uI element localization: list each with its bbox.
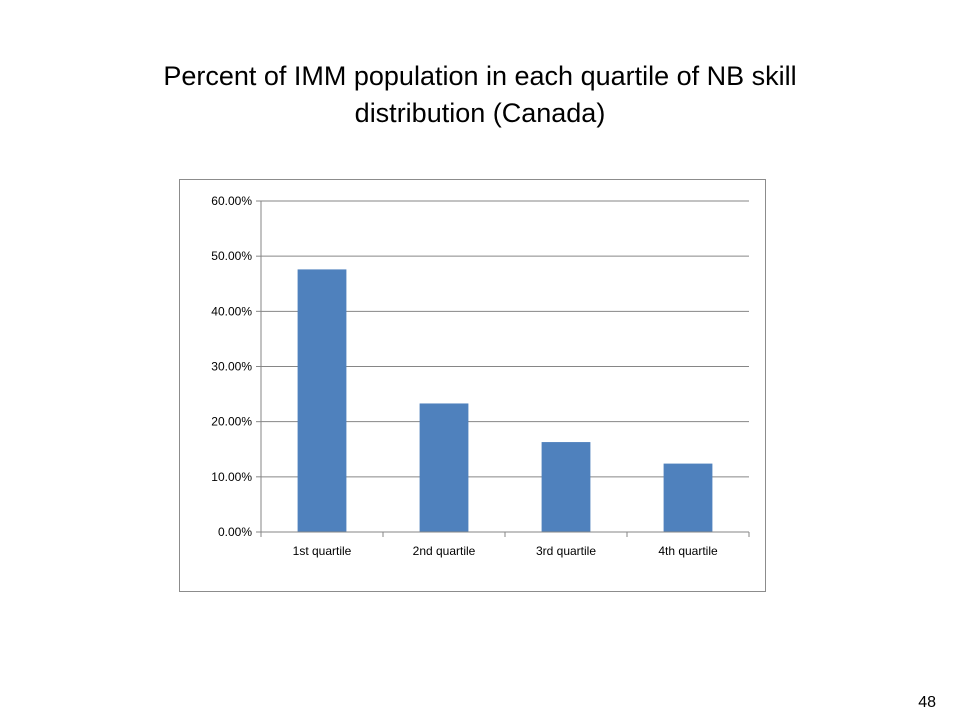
x-tick-label: 3rd quartile xyxy=(536,544,596,558)
bars xyxy=(297,269,713,532)
x-tick-label: 1st quartile xyxy=(293,544,352,558)
page-number: 48 xyxy=(918,694,936,711)
slide-title-line-2: distribution (Canada) xyxy=(354,98,606,128)
chart-frame: 0.00% 10.00% 20.00% 30.00% 40.00% 50.00% 60.00… xyxy=(179,179,766,592)
x-tick-label: 4th quartile xyxy=(658,544,718,558)
bar-3 xyxy=(541,442,591,532)
bar-chart: 0.00% 10.00% 20.00% 30.00% 40.00% 50.00% 60.00… xyxy=(211,194,750,558)
y-tick-label: 10.00% xyxy=(211,470,252,484)
y-tick-label: 30.00% xyxy=(211,360,252,374)
x-tick-labels: 1st quartile 2nd quartile 3rd quartile 4th … xyxy=(293,544,718,558)
bar-2 xyxy=(419,403,469,532)
y-tick-label: 50.00% xyxy=(211,249,252,263)
y-tick-labels: 0.00% 10.00% 20.00% 30.00% 40.00% 50.00% 60.00… xyxy=(211,194,252,539)
bar-4 xyxy=(663,463,713,532)
slide-title-line-1: Percent of IMM population in each quarti… xyxy=(163,61,797,91)
bar-1 xyxy=(297,269,347,532)
x-tick-label: 2nd quartile xyxy=(413,544,476,558)
y-tick-label: 60.00% xyxy=(211,194,252,208)
slide-title: Percent of IMM population in each quarti… xyxy=(80,58,880,132)
y-tick-label: 20.00% xyxy=(211,415,252,429)
y-tick-label: 40.00% xyxy=(211,304,252,318)
y-tick-label: 0.00% xyxy=(218,525,252,539)
axes xyxy=(256,200,750,537)
